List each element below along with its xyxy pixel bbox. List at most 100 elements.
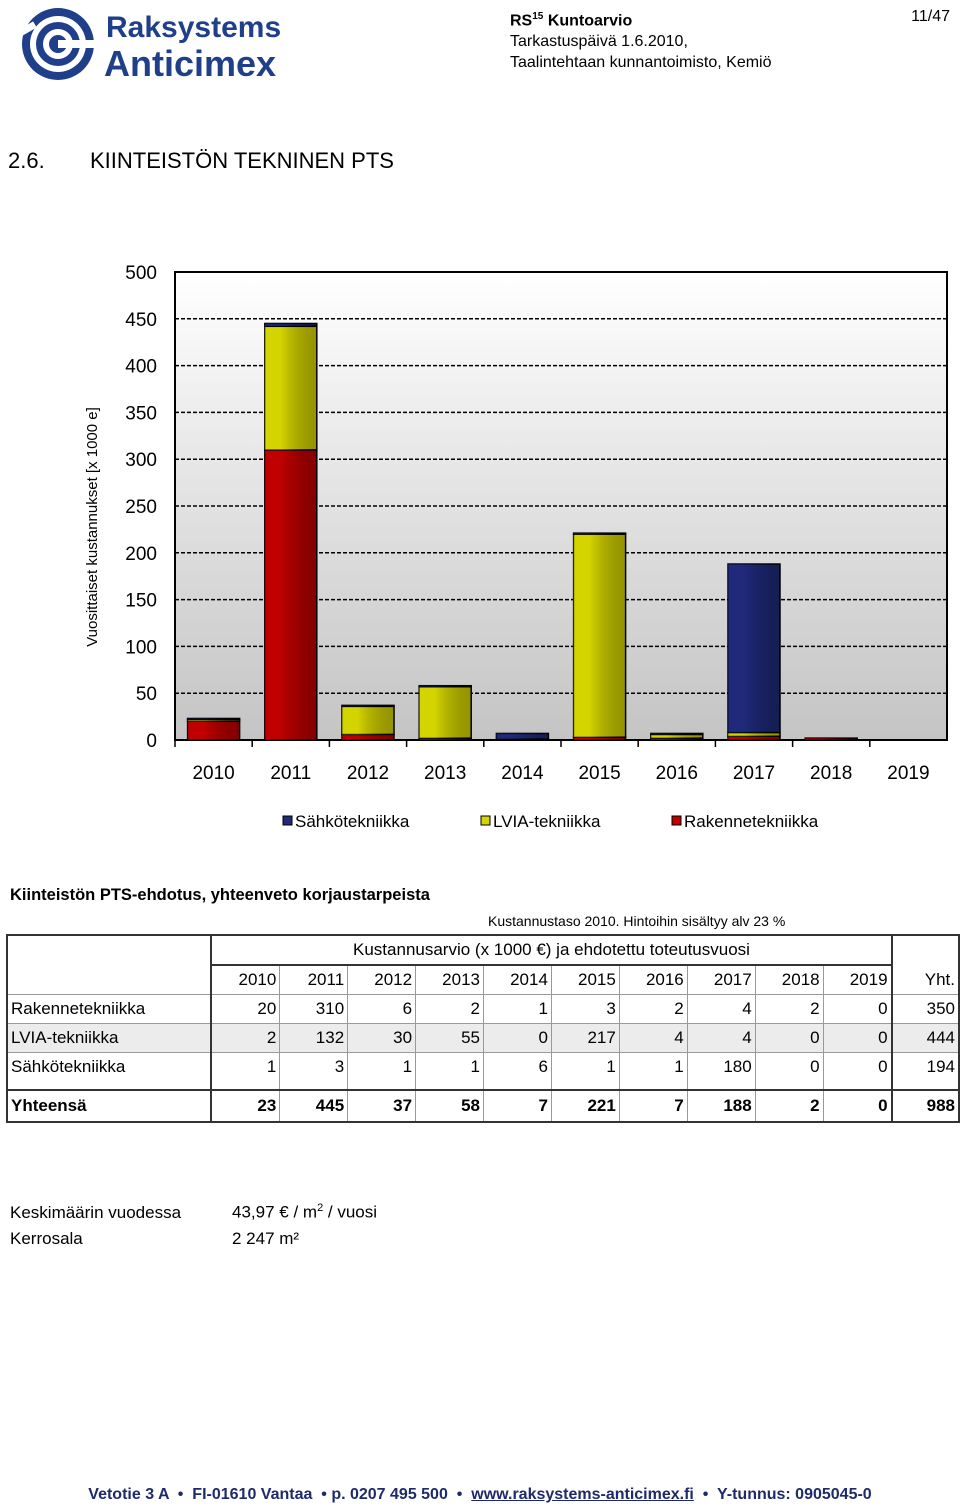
x-tick-label: 2011 xyxy=(270,763,311,784)
sum-label: Yhteensä xyxy=(5,1090,212,1123)
bar-shade xyxy=(650,738,703,740)
section-number: 2.6. xyxy=(8,148,45,173)
y-axis-ticks: 0 50 100 150 200 250 300 350 400 450 500 xyxy=(125,263,157,752)
doc-name-prefix: RS xyxy=(510,12,533,30)
sum-value: 221 xyxy=(550,1090,620,1123)
cell-value: 132 xyxy=(279,1023,348,1053)
y-tick-label: 350 xyxy=(125,403,157,424)
year-header: 2011 xyxy=(279,964,348,995)
bar-shade xyxy=(264,323,317,327)
x-tick-label: 2014 xyxy=(501,763,544,784)
cell-value: 3 xyxy=(550,994,620,1024)
bar-shade xyxy=(419,686,472,739)
sum-value: 58 xyxy=(415,1090,484,1123)
cell-value: 0 xyxy=(754,1052,824,1081)
legend-label: Rakennetekniikka xyxy=(684,812,819,831)
row-total: 194 xyxy=(891,1052,960,1081)
y-tick-label: 0 xyxy=(146,731,157,752)
sum-row: Yhteensä 23 445 37 58 7 221 7 188 2 0 988 xyxy=(5,1090,960,1123)
pts-summary-table: Kustannusarvio (x 1000 €) ja ehdotettu t… xyxy=(5,934,960,1123)
y-tick-label: 300 xyxy=(125,450,157,471)
table-row: LVIA-tekniikka 2 132 30 55 0 217 4 4 0 0 444 xyxy=(5,1023,960,1053)
cell-value: 3 xyxy=(279,1052,348,1081)
bar-shade xyxy=(264,326,317,450)
bar-shade xyxy=(728,564,780,733)
bar-shade xyxy=(264,449,317,740)
company-logo: Raksystems Anticimex xyxy=(15,8,281,84)
summary-block: Keskimäärin vuodessa 43,97 € / m2 / vuosi… xyxy=(10,1195,377,1252)
year-header: 2014 xyxy=(483,964,552,995)
footer-postal: FI-01610 Vantaa xyxy=(192,1486,313,1503)
row-total: 444 xyxy=(891,1023,960,1053)
y-tick-label: 450 xyxy=(125,310,157,331)
year-header: 2015 xyxy=(550,964,620,995)
section-title: KIINTEISTÖN TEKNINEN PTS xyxy=(90,148,394,173)
floor-area-label: Kerrosala xyxy=(10,1228,83,1248)
bar-shade xyxy=(650,734,703,739)
bar-shade xyxy=(342,705,394,707)
cell-value: 0 xyxy=(754,1023,824,1053)
row-label: Rakennetekniikka xyxy=(5,994,212,1024)
cell-value: 6 xyxy=(347,994,416,1024)
y-tick-label: 100 xyxy=(125,637,157,658)
doc-name-sup: 15 xyxy=(532,11,544,22)
year-header: 2019 xyxy=(822,964,893,995)
legend-label: Sähkötekniikka xyxy=(295,812,410,831)
x-tick-label: 2010 xyxy=(192,763,234,784)
grand-total: 988 xyxy=(891,1090,960,1123)
x-tick-label: 2019 xyxy=(887,763,929,784)
row-label: Sähkötekniikka xyxy=(5,1052,212,1081)
x-tick-label: 2013 xyxy=(424,763,466,784)
year-header: 2010 xyxy=(210,964,280,995)
sum-value: 37 xyxy=(347,1090,416,1123)
average-value: 43,97 € / m xyxy=(232,1202,318,1222)
cell-value: 20 xyxy=(210,994,280,1024)
section-heading: 2.6. KIINTEISTÖN TEKNINEN PTS xyxy=(8,148,394,174)
legend-label: LVIA-tekniikka xyxy=(493,812,601,831)
cell-value: 1 xyxy=(347,1052,416,1081)
x-tick-label: 2015 xyxy=(578,763,620,784)
y-tick-label: 150 xyxy=(125,591,157,612)
cell-value: 2 xyxy=(618,994,688,1024)
footer-phone: p. 0207 495 500 xyxy=(331,1486,448,1503)
sum-value: 0 xyxy=(822,1090,893,1123)
average-label: Keskimäärin vuodessa xyxy=(10,1202,182,1222)
bar-shade xyxy=(187,718,240,720)
x-tick-label: 2012 xyxy=(347,763,389,784)
bar-shade xyxy=(419,685,472,687)
chart-legend: Sähkötekniikka LVIA-tekniikka Rakennetekni… xyxy=(282,812,819,831)
average-suffix: / vuosi xyxy=(323,1202,378,1222)
x-tick-label: 2017 xyxy=(733,763,775,784)
cell-value: 4 xyxy=(686,994,756,1024)
sum-value: 7 xyxy=(483,1090,552,1123)
doc-name: Kuntoarvio xyxy=(547,12,633,30)
document-header: RS15 Kuntoarvio 11/47 Tarkastuspäivä 1.6… xyxy=(510,6,950,73)
page-footer: Vetotie 3 A • FI-01610 Vantaa • p. 0207 … xyxy=(88,1486,872,1503)
logo-emblem-icon xyxy=(15,8,96,80)
page-number: 11/47 xyxy=(911,8,950,25)
x-tick-label: 2016 xyxy=(656,763,698,784)
cell-value: 4 xyxy=(686,1023,756,1053)
table-row: Sähkötekniikka 1 3 1 1 6 1 1 180 0 0 194 xyxy=(5,1052,960,1081)
y-tick-label: 250 xyxy=(125,497,157,518)
year-header: 2018 xyxy=(754,964,824,995)
y-tick-label: 500 xyxy=(125,263,157,284)
cell-value: 0 xyxy=(822,1052,893,1081)
footer-business-id: Y-tunnus: 0905045-0 xyxy=(716,1486,872,1503)
brand-line1: Raksystems xyxy=(106,11,281,44)
bar-shade xyxy=(187,719,240,722)
table-corner xyxy=(5,934,212,965)
year-header: 2012 xyxy=(347,964,416,995)
bar-shade xyxy=(342,706,394,735)
bars xyxy=(186,322,858,741)
bar-shade xyxy=(187,721,240,740)
cell-value: 1 xyxy=(618,1052,688,1081)
bar-shade xyxy=(650,733,703,735)
cell-value: 0 xyxy=(822,994,893,1024)
cell-value: 310 xyxy=(279,994,348,1024)
footer-website-link[interactable]: www.raksystems-anticimex.fi xyxy=(471,1486,694,1503)
group-header: Kustannusarvio (x 1000 €) ja ehdotettu t… xyxy=(210,934,893,965)
bar-shade xyxy=(573,737,626,740)
cell-value: 180 xyxy=(686,1052,756,1081)
cell-value: 0 xyxy=(483,1023,552,1053)
